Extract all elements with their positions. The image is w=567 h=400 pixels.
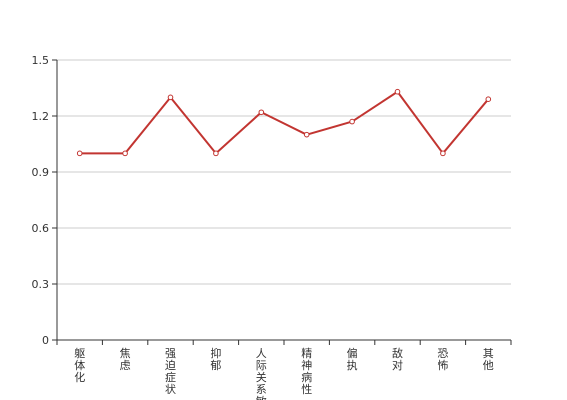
x-tick-label: 强迫症状 — [165, 347, 176, 396]
y-tick-label: 0.6 — [32, 222, 50, 235]
x-tick-label: 其他 — [483, 347, 494, 372]
data-point — [167, 94, 174, 101]
data-point — [76, 150, 83, 157]
y-tick-label: 0 — [42, 334, 49, 347]
x-tick-label: 精神病性 — [301, 347, 312, 396]
data-point — [440, 150, 446, 157]
x-tick-label: 偏执 — [347, 346, 358, 372]
data-point — [213, 150, 219, 157]
data-point — [122, 150, 128, 157]
x-tick-label: 焦虑 — [120, 347, 131, 372]
y-axis: 0 0.3 0.6 0.9 1.2 1.5 — [32, 54, 58, 347]
x-tick-label: 抑郁 — [210, 346, 221, 372]
x-tick-label: 敌对 — [392, 346, 403, 372]
y-tick-label: 1.5 — [32, 54, 50, 67]
data-point — [394, 88, 401, 95]
y-tick-label: 0.9 — [32, 166, 50, 179]
x-tick-label: 恐怖 — [437, 347, 448, 372]
x-axis: 躯体化 焦虑 强迫症状 抑郁 人际关系敏感 精神病性 偏执 敌对 恐怖 其他 — [56, 339, 512, 400]
data-point — [303, 131, 310, 138]
grid-lines — [57, 59, 511, 285]
x-tick-label: 躯体化 — [74, 347, 85, 384]
data-point — [349, 118, 355, 125]
y-tick-label: 1.2 — [32, 110, 50, 123]
x-tick-label: 人际关系敏感 — [256, 347, 267, 400]
series-layer — [76, 88, 492, 157]
y-tick-label: 0.3 — [32, 278, 50, 291]
data-point — [258, 109, 265, 116]
series-line — [79, 90, 490, 155]
data-point — [485, 96, 492, 102]
